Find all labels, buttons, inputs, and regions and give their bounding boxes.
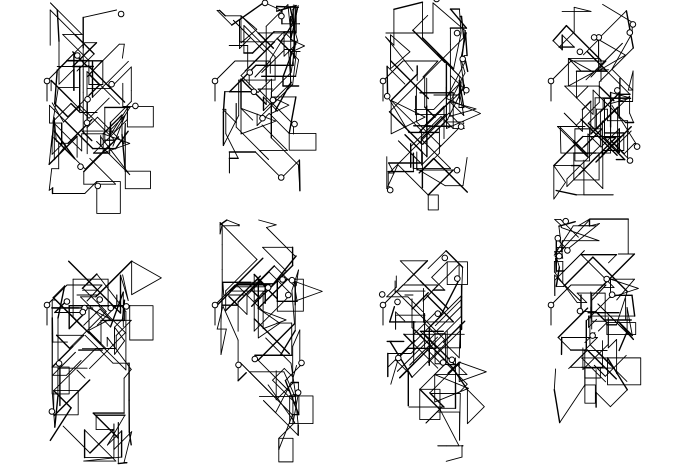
figure-2 xyxy=(211,0,317,192)
figure-3 xyxy=(379,0,481,211)
figure-8 xyxy=(547,217,642,424)
figure-7 xyxy=(378,249,487,462)
figure-6 xyxy=(211,219,323,463)
figure-5 xyxy=(43,260,162,465)
figure-4 xyxy=(547,3,641,200)
figure-1 xyxy=(43,2,154,214)
